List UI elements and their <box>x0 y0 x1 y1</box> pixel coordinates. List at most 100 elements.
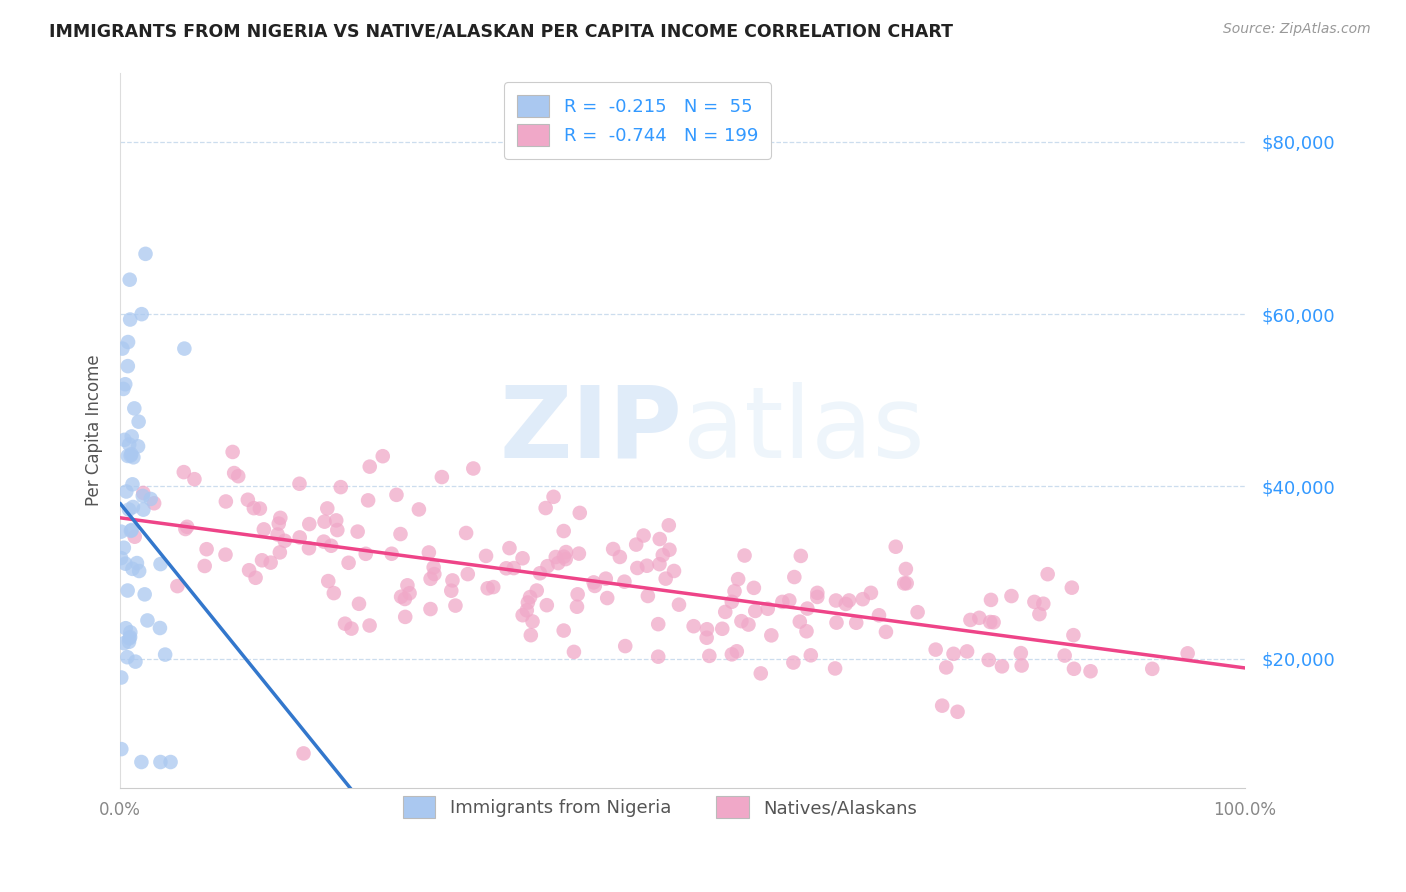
Point <box>790 549 813 563</box>
Point <box>696 631 718 645</box>
Point <box>896 576 918 591</box>
Point <box>730 614 752 628</box>
Point <box>120 312 142 326</box>
Point <box>111 342 134 356</box>
Point <box>825 593 848 607</box>
Point <box>120 625 142 640</box>
Point <box>389 590 412 604</box>
Point <box>1060 581 1083 595</box>
Point <box>512 608 534 623</box>
Point <box>112 382 135 396</box>
Point <box>124 530 146 544</box>
Point <box>288 530 311 544</box>
Point <box>112 541 135 555</box>
Point <box>613 574 636 589</box>
Point <box>806 590 828 604</box>
Point <box>117 359 139 373</box>
Point <box>329 480 352 494</box>
Point <box>734 549 756 563</box>
Point <box>756 601 779 615</box>
Point <box>149 621 172 635</box>
Point <box>337 556 360 570</box>
Point <box>633 528 655 542</box>
Point <box>636 558 658 573</box>
Point <box>658 518 681 533</box>
Point <box>654 572 676 586</box>
Y-axis label: Per Capita Income: Per Capita Income <box>86 355 103 507</box>
Point <box>723 584 745 599</box>
Point <box>316 574 339 588</box>
Point <box>568 547 591 561</box>
Point <box>120 447 142 461</box>
Point <box>394 592 416 607</box>
Point <box>110 671 132 685</box>
Point <box>249 501 271 516</box>
Point <box>583 579 606 593</box>
Point <box>778 593 800 607</box>
Point <box>555 545 578 559</box>
Point <box>800 648 823 663</box>
Point <box>516 595 538 609</box>
Point <box>423 567 446 582</box>
Point <box>250 553 273 567</box>
Point <box>761 628 783 642</box>
Point <box>582 575 605 590</box>
Point <box>1028 607 1050 621</box>
Point <box>554 552 576 566</box>
Point <box>298 517 321 532</box>
Point <box>924 642 946 657</box>
Point <box>520 628 543 642</box>
Point <box>314 515 336 529</box>
Point <box>825 615 848 630</box>
Point <box>174 522 197 536</box>
Point <box>117 449 139 463</box>
Point <box>128 564 150 578</box>
Point <box>894 562 917 576</box>
Point <box>259 556 281 570</box>
Point <box>269 545 291 559</box>
Point <box>498 541 520 555</box>
Point <box>118 632 141 646</box>
Point <box>1032 597 1054 611</box>
Point <box>321 539 343 553</box>
Point <box>614 639 637 653</box>
Point <box>536 559 558 574</box>
Point <box>749 666 772 681</box>
Point <box>553 624 575 638</box>
Point <box>118 635 141 649</box>
Point <box>121 429 143 443</box>
Point <box>131 307 153 321</box>
Point <box>120 449 142 463</box>
Point <box>737 617 759 632</box>
Point <box>983 615 1005 630</box>
Point <box>134 587 156 601</box>
Point <box>122 450 145 465</box>
Point <box>838 593 860 607</box>
Point <box>727 572 749 586</box>
Text: Source: ZipAtlas.com: Source: ZipAtlas.com <box>1223 22 1371 37</box>
Point <box>502 561 524 575</box>
Point <box>159 755 181 769</box>
Point <box>547 556 569 570</box>
Point <box>1053 648 1076 663</box>
Point <box>238 563 260 577</box>
Point <box>118 273 141 287</box>
Point <box>266 527 288 541</box>
Point <box>131 755 153 769</box>
Point <box>224 466 246 480</box>
Point <box>457 567 479 582</box>
Point <box>835 597 858 611</box>
Point <box>1036 567 1059 582</box>
Legend: Immigrants from Nigeria, Natives/Alaskans: Immigrants from Nigeria, Natives/Alaskan… <box>395 789 924 825</box>
Point <box>1011 658 1033 673</box>
Point <box>173 465 195 479</box>
Point <box>595 572 617 586</box>
Point <box>110 524 132 539</box>
Point <box>115 484 138 499</box>
Point <box>475 549 498 563</box>
Point <box>668 598 690 612</box>
Point <box>322 586 344 600</box>
Point <box>682 619 704 633</box>
Point <box>419 572 441 586</box>
Point <box>226 469 249 483</box>
